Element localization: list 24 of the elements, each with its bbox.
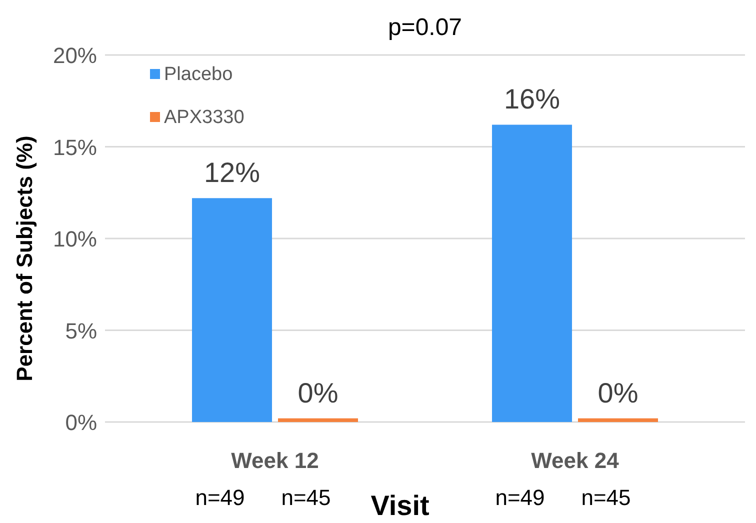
text: n=49 (495, 485, 545, 510)
x-tick-label: Week 24 (531, 448, 620, 473)
legend-label: APX3330 (164, 107, 244, 128)
bar (278, 418, 358, 422)
y-tick-label: 0% (65, 410, 97, 435)
text: n=49 (195, 485, 245, 510)
y-tick-label: 5% (65, 318, 97, 344)
data-label: 12% (204, 157, 260, 188)
y-tick-label: 10% (52, 226, 97, 252)
data-label: 0% (598, 377, 638, 408)
x-tick-label: Week 12 (231, 448, 319, 473)
x-axis-title: Visit (370, 490, 430, 521)
text: p=0.07 (388, 14, 462, 41)
legend-label: Placebo (164, 64, 233, 85)
text: n=45 (281, 485, 331, 510)
y-tick-label: 15% (52, 134, 97, 160)
data-label: 0% (298, 377, 338, 408)
bar (192, 198, 272, 422)
bar (492, 124, 572, 422)
text: n=45 (581, 485, 631, 510)
y-axis-title: Percent of Subjects (%) (12, 136, 37, 382)
data-label: 16% (504, 84, 560, 115)
bar (578, 418, 658, 422)
y-tick-label: 20% (52, 43, 97, 68)
